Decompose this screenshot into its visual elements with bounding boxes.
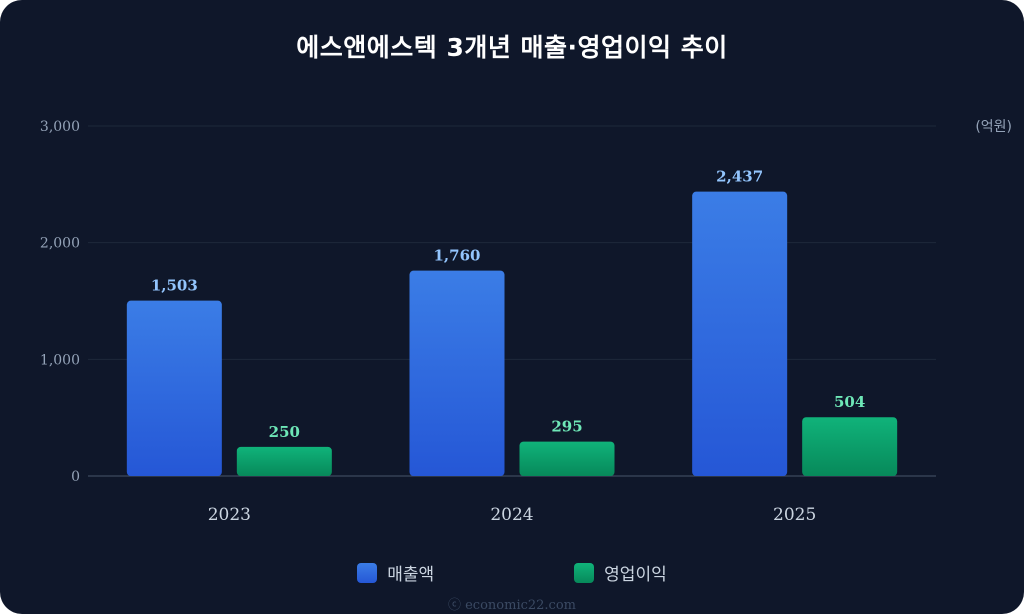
value-label-revenue: 2,437 (716, 168, 763, 186)
label-layer: 1,503 250 1,760 295 2,437 504 (151, 168, 865, 441)
value-label-operating-profit: 504 (834, 393, 865, 411)
x-tick-label: 2025 (773, 505, 816, 525)
bar-operating-profit (802, 417, 898, 476)
y-tick-label: 3,000 (40, 119, 80, 135)
bar-revenue (409, 270, 505, 476)
bar-operating-profit (236, 446, 332, 476)
bar-revenue (126, 300, 222, 476)
y-tick-label: 1,000 (40, 352, 80, 368)
x-tick-label: 2023 (208, 505, 251, 525)
y-tick-label: 2,000 (40, 236, 80, 252)
value-label-operating-profit: 250 (269, 423, 300, 441)
grid-layer (88, 125, 936, 360)
bar-operating-profit (519, 441, 615, 476)
axis-layer: 0 1,000 2,000 3,000 (억원) 2023 2024 2025 (40, 119, 1012, 525)
legend-swatch-revenue (357, 562, 378, 583)
legend-swatch-operating-profit (574, 562, 595, 583)
y-tick-label: 0 (71, 469, 80, 485)
value-label-revenue: 1,503 (151, 277, 198, 295)
legend: 매출액 영업이익 (0, 560, 1024, 585)
legend-item-operating-profit[interactable]: 영업이익 (574, 560, 667, 585)
value-label-operating-profit: 295 (551, 418, 582, 436)
legend-label-operating-profit: 영업이익 (604, 565, 667, 585)
legend-label-revenue: 매출액 (387, 565, 435, 585)
unit-label: (억원) (975, 119, 1012, 135)
chart-title: 에스앤에스텍 3개년 매출·영업이익 추이 (296, 33, 728, 62)
x-tick-label: 2024 (490, 505, 533, 525)
watermark: ⓒ economic22.com (447, 598, 576, 613)
legend-item-revenue[interactable]: 매출액 (357, 560, 434, 585)
bar-layer (126, 191, 898, 476)
value-label-revenue: 1,760 (434, 247, 481, 265)
bar-revenue (692, 191, 788, 476)
